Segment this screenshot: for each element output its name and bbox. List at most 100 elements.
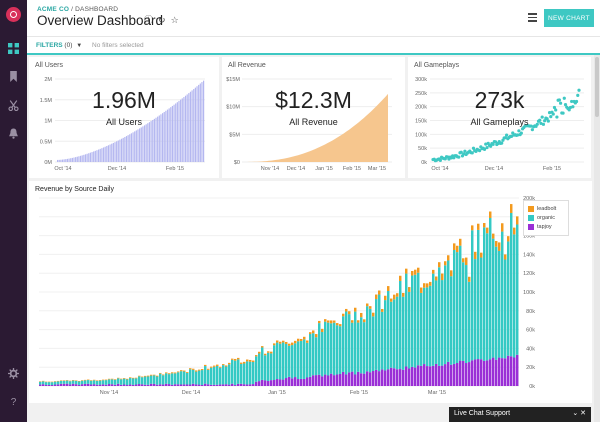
- bar-leadbolt: [111, 378, 114, 380]
- bar-tapjoy: [312, 375, 315, 386]
- header: ACME CO / DASHBOARD Overview Dashboard ⓘ…: [27, 0, 600, 36]
- bar-organic: [426, 287, 429, 367]
- bar-organic: [222, 365, 225, 385]
- y-tick-label: 100k: [415, 132, 427, 138]
- bar-organic: [447, 260, 450, 362]
- menu-icon[interactable]: [528, 13, 537, 22]
- bar-leadbolt: [417, 267, 420, 273]
- bar-tapjoy: [246, 384, 249, 386]
- bar-tapjoy: [288, 376, 291, 386]
- bar-organic: [429, 285, 432, 367]
- legend-item-tapjoy[interactable]: tapjoy: [528, 222, 564, 231]
- bar-organic: [432, 273, 435, 366]
- new-chart-button[interactable]: NEW CHART: [544, 9, 594, 27]
- card-revenue-by-source[interactable]: Revenue by Source Daily 200k180k160k140k…: [29, 181, 592, 403]
- bar-organic: [363, 322, 366, 374]
- live-chat-widget[interactable]: Live Chat Support ⌄ ✕: [449, 407, 591, 422]
- sidebar-item-dashboard[interactable]: [0, 38, 27, 58]
- bar-leadbolt: [363, 319, 366, 323]
- bar-leadbolt: [276, 340, 279, 343]
- info-icon[interactable]: ⓘ: [144, 15, 154, 25]
- bar-tapjoy: [249, 384, 252, 386]
- bar: [91, 152, 93, 162]
- bar-tapjoy: [243, 384, 246, 386]
- bar-tapjoy: [369, 372, 372, 386]
- refresh-icon[interactable]: ↻: [158, 15, 166, 25]
- legend-item-leadbolt[interactable]: leadbolt: [528, 204, 564, 213]
- bar-leadbolt: [471, 225, 474, 231]
- card-all-revenue[interactable]: All Revenue $15M $10M $5M $0 Nov '14 Dec '14 J…: [222, 57, 405, 178]
- bar: [99, 148, 101, 162]
- y-tick-label: 20k: [526, 365, 535, 371]
- bar-organic: [330, 323, 333, 374]
- bar: [122, 137, 124, 162]
- bar-tapjoy: [207, 384, 210, 386]
- breadcrumb-company[interactable]: ACME CO: [37, 6, 70, 13]
- scrollbar-thumb[interactable]: [595, 57, 599, 117]
- bar-organic: [105, 380, 108, 385]
- card-all-users[interactable]: All Users 2M 1.5M 1M 0.5M 0M Oct '14 Dec '14 Fe…: [29, 57, 219, 178]
- bar-organic: [339, 326, 342, 374]
- bar-leadbolt: [309, 332, 312, 334]
- y-tick-label: $15M: [226, 77, 240, 83]
- bar-organic: [51, 382, 54, 386]
- bar-tapjoy: [213, 384, 216, 386]
- x-tick-label: Dec '14: [182, 390, 200, 396]
- card-all-gameplays[interactable]: All Gameplays 300k 250k 200k 150k 100k 50k 0k O…: [408, 57, 591, 178]
- bar-tapjoy: [333, 375, 336, 386]
- filters-dropdown[interactable]: FILTERS (0) ▼: [36, 42, 82, 49]
- bar: [114, 142, 116, 162]
- bar-tapjoy: [84, 383, 87, 386]
- bar: [71, 157, 73, 162]
- bar: [84, 154, 87, 162]
- bar-leadbolt: [477, 223, 480, 230]
- sidebar-item-settings[interactable]: [0, 363, 27, 383]
- bar: [127, 135, 129, 162]
- bar-organic: [279, 343, 282, 380]
- breadcrumb-separator: /: [71, 6, 74, 13]
- bar: [89, 152, 92, 162]
- logo-icon[interactable]: [6, 7, 21, 22]
- legend-swatch: [528, 214, 534, 221]
- scatter-point: [500, 141, 504, 145]
- sidebar-item-bookmarks[interactable]: [0, 66, 27, 86]
- star-icon[interactable]: ☆: [170, 15, 179, 25]
- bar-organic: [183, 371, 186, 385]
- bar-organic: [387, 291, 390, 370]
- bar-leadbolt: [87, 379, 90, 381]
- bar-tapjoy: [381, 369, 384, 386]
- scatter-point: [555, 115, 559, 119]
- bar-organic: [267, 352, 270, 382]
- bar-leadbolt: [153, 374, 156, 376]
- bar-tapjoy: [204, 383, 207, 386]
- bar: [203, 80, 205, 162]
- bar-tapjoy: [417, 365, 420, 386]
- bar-organic: [483, 227, 486, 361]
- bar-organic: [138, 376, 141, 385]
- sidebar-item-help[interactable]: ?: [0, 392, 27, 412]
- sidebar-item-tools[interactable]: [0, 95, 27, 115]
- bar: [142, 126, 144, 162]
- sidebar-item-alerts[interactable]: [0, 123, 27, 143]
- bar-tapjoy: [432, 365, 435, 386]
- legend-item-organic[interactable]: organic: [528, 213, 564, 222]
- bar: [188, 93, 190, 162]
- scatter-point: [517, 129, 521, 133]
- bar-organic: [87, 380, 90, 384]
- chat-controls[interactable]: ⌄ ✕: [572, 410, 586, 417]
- bar-leadbolt: [432, 269, 435, 274]
- bar-organic: [246, 361, 249, 385]
- bar-organic: [384, 300, 387, 371]
- bar-tapjoy: [483, 360, 486, 386]
- bar-leadbolt: [237, 357, 240, 360]
- bar-tapjoy: [294, 377, 297, 386]
- bar-tapjoy: [231, 383, 234, 386]
- bar-leadbolt: [405, 268, 408, 274]
- bar-leadbolt: [474, 251, 477, 260]
- page-scrollbar[interactable]: [594, 55, 600, 422]
- bar-tapjoy: [273, 380, 276, 386]
- bar-tapjoy: [516, 354, 519, 386]
- bar-tapjoy: [459, 360, 462, 386]
- bar-leadbolt: [429, 281, 432, 286]
- bar-leadbolt: [159, 372, 162, 374]
